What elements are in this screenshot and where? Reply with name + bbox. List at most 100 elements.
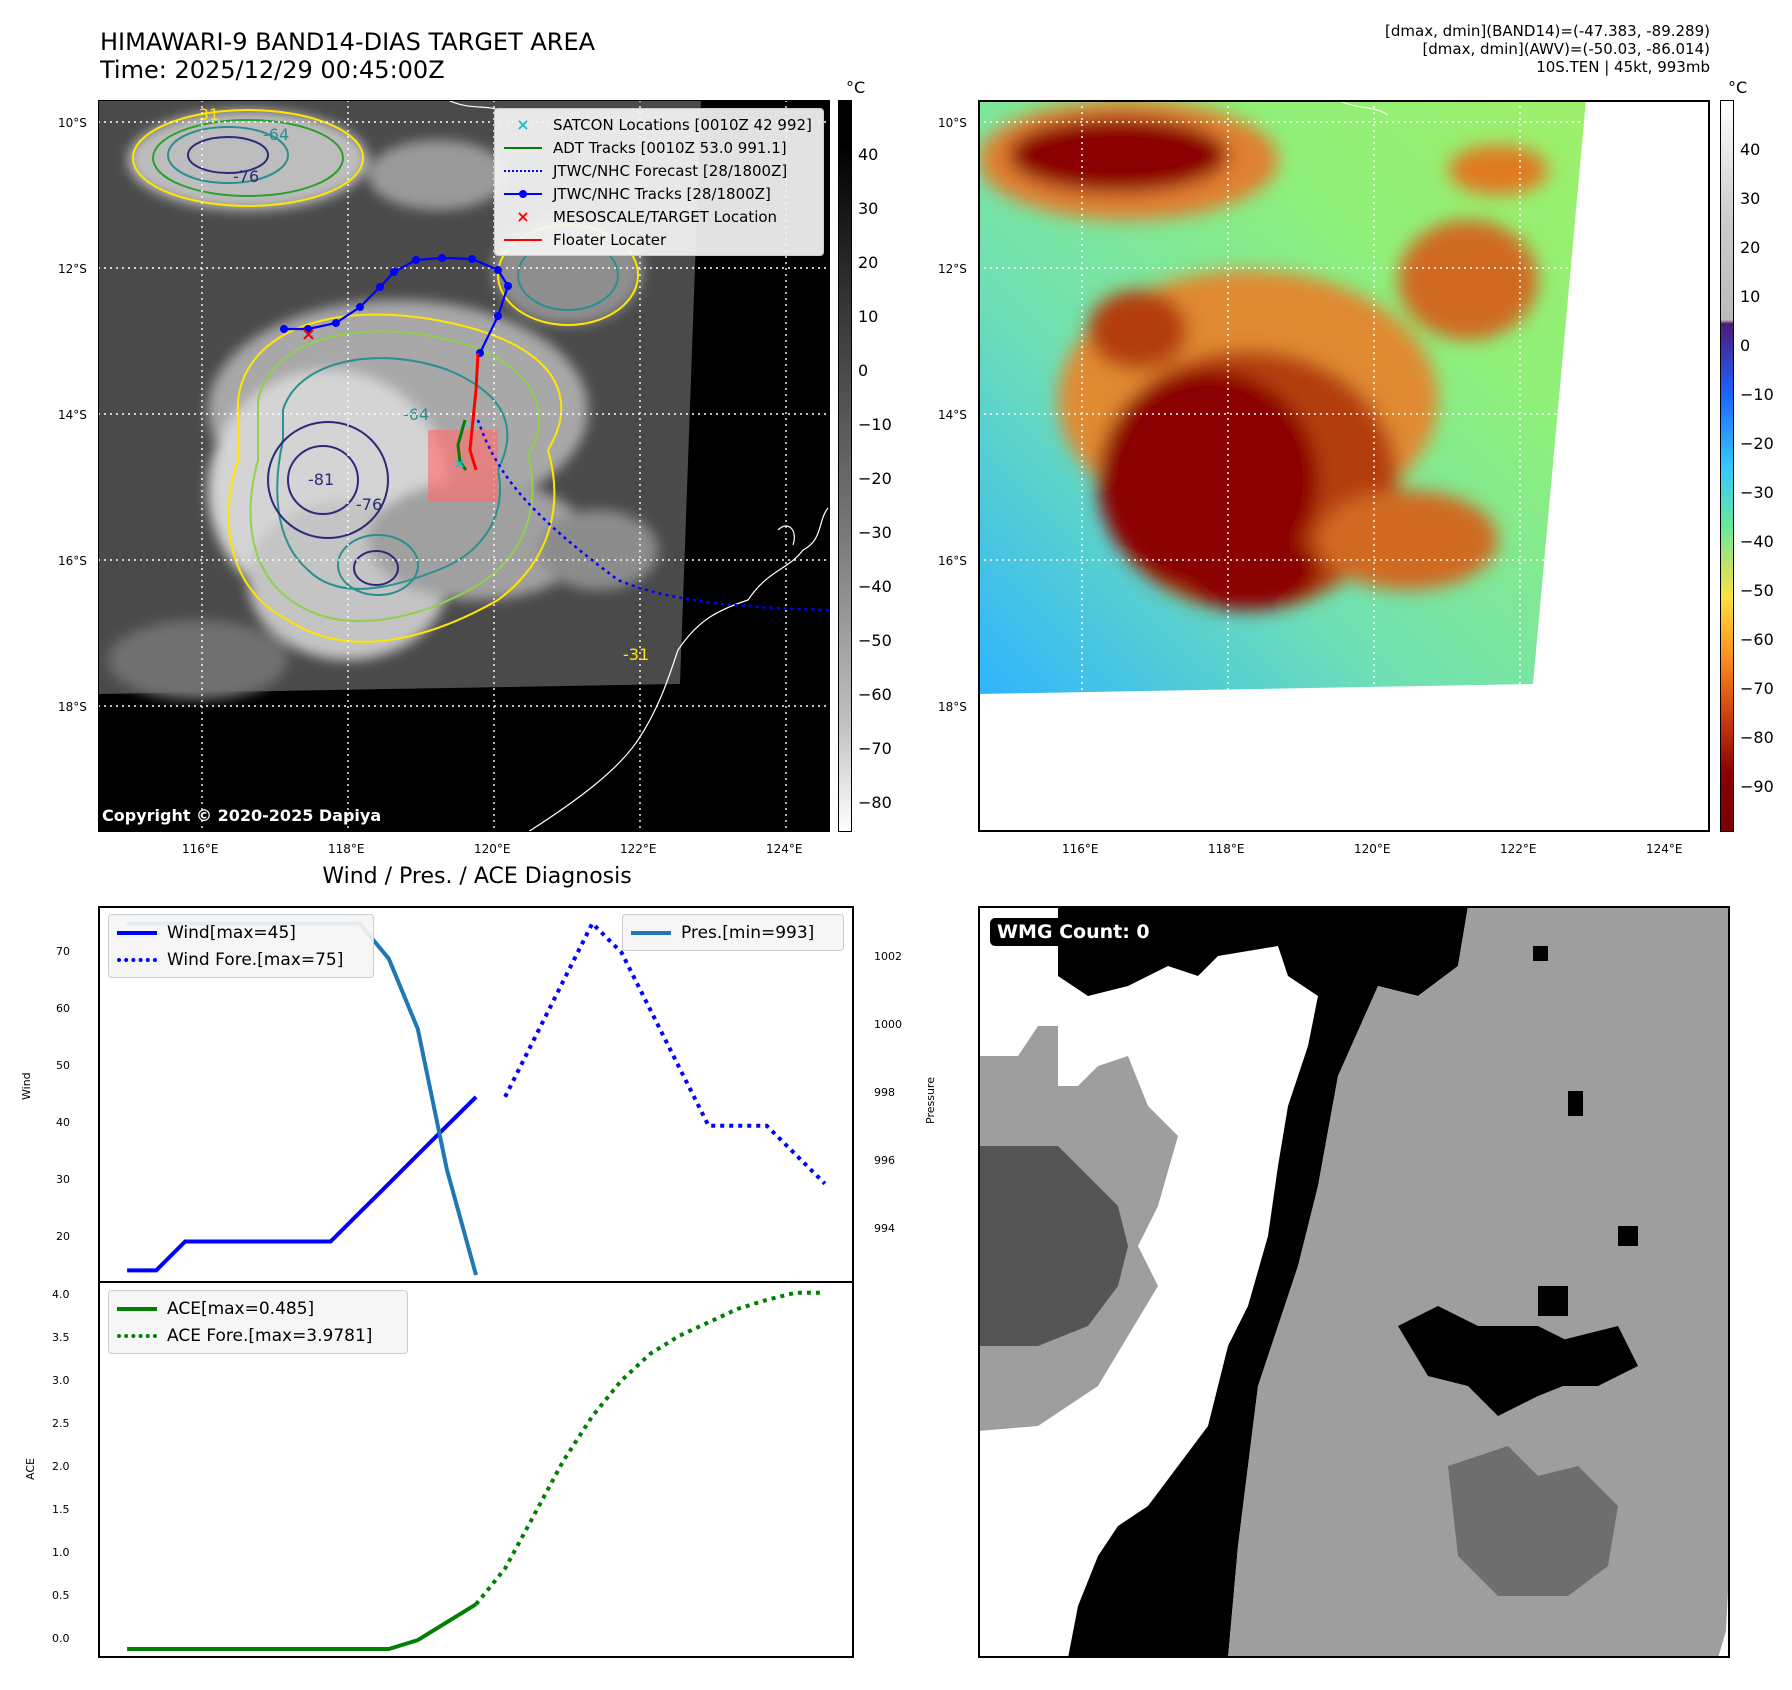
- contour-label: -76: [356, 495, 382, 514]
- lat-label: 18°S: [938, 700, 967, 714]
- colorbar-tick: 30: [858, 199, 879, 218]
- awv-map-image: [978, 99, 1710, 832]
- line-marker-icon: [117, 927, 157, 939]
- dotted-line-icon: [117, 1330, 157, 1342]
- ir-map-frame: [98, 100, 830, 832]
- colorbar-tick: −10: [1740, 385, 1774, 404]
- colorbar-tick: −20: [1740, 434, 1774, 453]
- wmg-count-badge: WMG Count: 0: [990, 918, 1157, 946]
- wind-axis-label: Wind: [20, 1072, 33, 1100]
- line-dot-icon: [503, 188, 543, 200]
- pressure-tick: 994: [874, 1222, 895, 1235]
- legend-wind: Wind[max=45]: [117, 919, 365, 946]
- figure-title: HIMAWARI-9 BAND14-DIAS TARGET AREA Time:…: [100, 28, 595, 84]
- colorbar-tick: 0: [1740, 336, 1751, 355]
- colorbar-tick: 40: [858, 145, 879, 164]
- colorbar-tick: −70: [1740, 679, 1774, 698]
- legend-satcon: × SATCON Locations [0010Z 42 992]: [503, 113, 815, 136]
- colorbar-tick: −60: [1740, 630, 1774, 649]
- ace-tick: 4.0: [52, 1288, 70, 1301]
- colorbar-tick: 40: [1740, 140, 1761, 159]
- colorbar-tick: −40: [1740, 532, 1774, 551]
- dotted-line-icon: [117, 954, 157, 966]
- ace-tick: 2.0: [52, 1460, 70, 1473]
- legend-target-location: × MESOSCALE/TARGET Location: [503, 205, 815, 228]
- awv-map-panel[interactable]: [978, 99, 1710, 832]
- line-marker-icon: [631, 927, 671, 939]
- pressure-tick: 1000: [874, 1018, 902, 1031]
- wind-line: [127, 1095, 478, 1273]
- colorbar-tick: −50: [858, 631, 892, 650]
- colorbar-awv: [1720, 100, 1734, 832]
- ace-tick: 3.5: [52, 1331, 70, 1344]
- wind-legend: Wind[max=45] Wind Fore.[max=75]: [108, 914, 374, 978]
- pressure-tick: 1002: [874, 950, 902, 963]
- colorbar-tick: −90: [1740, 777, 1774, 796]
- lon-label: 124°E: [766, 842, 803, 856]
- lon-label: 122°E: [620, 842, 657, 856]
- ace-tick: 0.0: [52, 1632, 70, 1645]
- colorbar-tick: 20: [858, 253, 879, 272]
- lat-label: 12°S: [938, 262, 967, 276]
- ace-tick: 2.5: [52, 1417, 70, 1430]
- lon-label: 124°E: [1646, 842, 1683, 856]
- contour-label: -64: [263, 125, 289, 144]
- ace-tick: 1.0: [52, 1546, 70, 1559]
- lat-label: 18°S: [58, 700, 87, 714]
- wind-tick: 60: [56, 1002, 70, 1015]
- diagnostic-info: [dmax, dmin](BAND14)=(-47.383, -89.289) …: [1110, 22, 1710, 76]
- colorbar-tick: −60: [858, 685, 892, 704]
- ace-tick: 1.5: [52, 1503, 70, 1516]
- lat-label: 14°S: [938, 408, 967, 422]
- contour-label: -81: [308, 470, 334, 489]
- colorbar-unit: °C: [846, 78, 866, 97]
- contour-label: -76: [233, 167, 259, 186]
- ir-map-panel[interactable]: -31 -64 -76 -81 -76 -64 -31: [98, 99, 831, 833]
- dotted-line-icon: [503, 165, 543, 177]
- colorbar-tick: −80: [858, 793, 892, 812]
- legend-pressure: Pres.[min=993]: [631, 919, 835, 946]
- pressure-tick: 998: [874, 1086, 895, 1099]
- lon-label: 118°E: [328, 842, 365, 856]
- wind-series-group: [127, 920, 827, 1273]
- lon-label: 120°E: [474, 842, 511, 856]
- lon-label: 116°E: [182, 842, 219, 856]
- colorbar-tick: 10: [1740, 287, 1761, 306]
- colorbar-tick: 0: [858, 361, 869, 380]
- awv-map-frame: [978, 100, 1710, 832]
- pressure-tick: 996: [874, 1154, 895, 1167]
- lat-label: 14°S: [58, 408, 87, 422]
- info-band14: [dmax, dmin](BAND14)=(-47.383, -89.289): [1385, 22, 1710, 40]
- legend-floater: Floater Locater: [503, 228, 815, 251]
- colorbar-tick: −70: [858, 739, 892, 758]
- contour-label: -31: [623, 645, 649, 664]
- line-marker-icon: [117, 1303, 157, 1315]
- legend-adt: ADT Tracks [0010Z 53.0 991.1]: [503, 136, 815, 159]
- colorbar-tick: −40: [858, 577, 892, 596]
- legend-ace: ACE[max=0.485]: [117, 1295, 399, 1322]
- colorbar-tick: −10: [858, 415, 892, 434]
- wind-tick: 70: [56, 945, 70, 958]
- lat-label: 10°S: [938, 116, 967, 130]
- copyright-text: Copyright © 2020-2025 Dapiya: [102, 806, 382, 825]
- pressure-axis-label: Pressure: [924, 1077, 937, 1124]
- x-marker-icon: ×: [516, 115, 530, 134]
- colorbar-tick: −30: [1740, 483, 1774, 502]
- title-line-product: HIMAWARI-9 BAND14-DIAS TARGET AREA: [100, 28, 596, 56]
- wmg-panel: WMG Count: 0: [978, 906, 1730, 1658]
- colorbar-tick: −50: [1740, 581, 1774, 600]
- ace-tick: 3.0: [52, 1374, 70, 1387]
- wind-tick: 50: [56, 1059, 70, 1072]
- lat-label: 12°S: [58, 262, 87, 276]
- satcon-marker: ×: [454, 456, 466, 472]
- wind-tick: 20: [56, 1230, 70, 1243]
- title-line-time: Time: 2025/12/29 00:45:00Z: [100, 56, 445, 84]
- lat-label: 16°S: [58, 554, 87, 568]
- wmg-frame: [978, 906, 1730, 1658]
- pressure-legend: Pres.[min=993]: [622, 914, 844, 951]
- legend-jtwc-forecast: JTWC/NHC Forecast [28/1800Z]: [503, 159, 815, 182]
- ace-legend: ACE[max=0.485] ACE Fore.[max=3.9781]: [108, 1290, 408, 1354]
- lat-label: 16°S: [938, 554, 967, 568]
- colorbar-tick: −80: [1740, 728, 1774, 747]
- ace-tick: 0.5: [52, 1589, 70, 1602]
